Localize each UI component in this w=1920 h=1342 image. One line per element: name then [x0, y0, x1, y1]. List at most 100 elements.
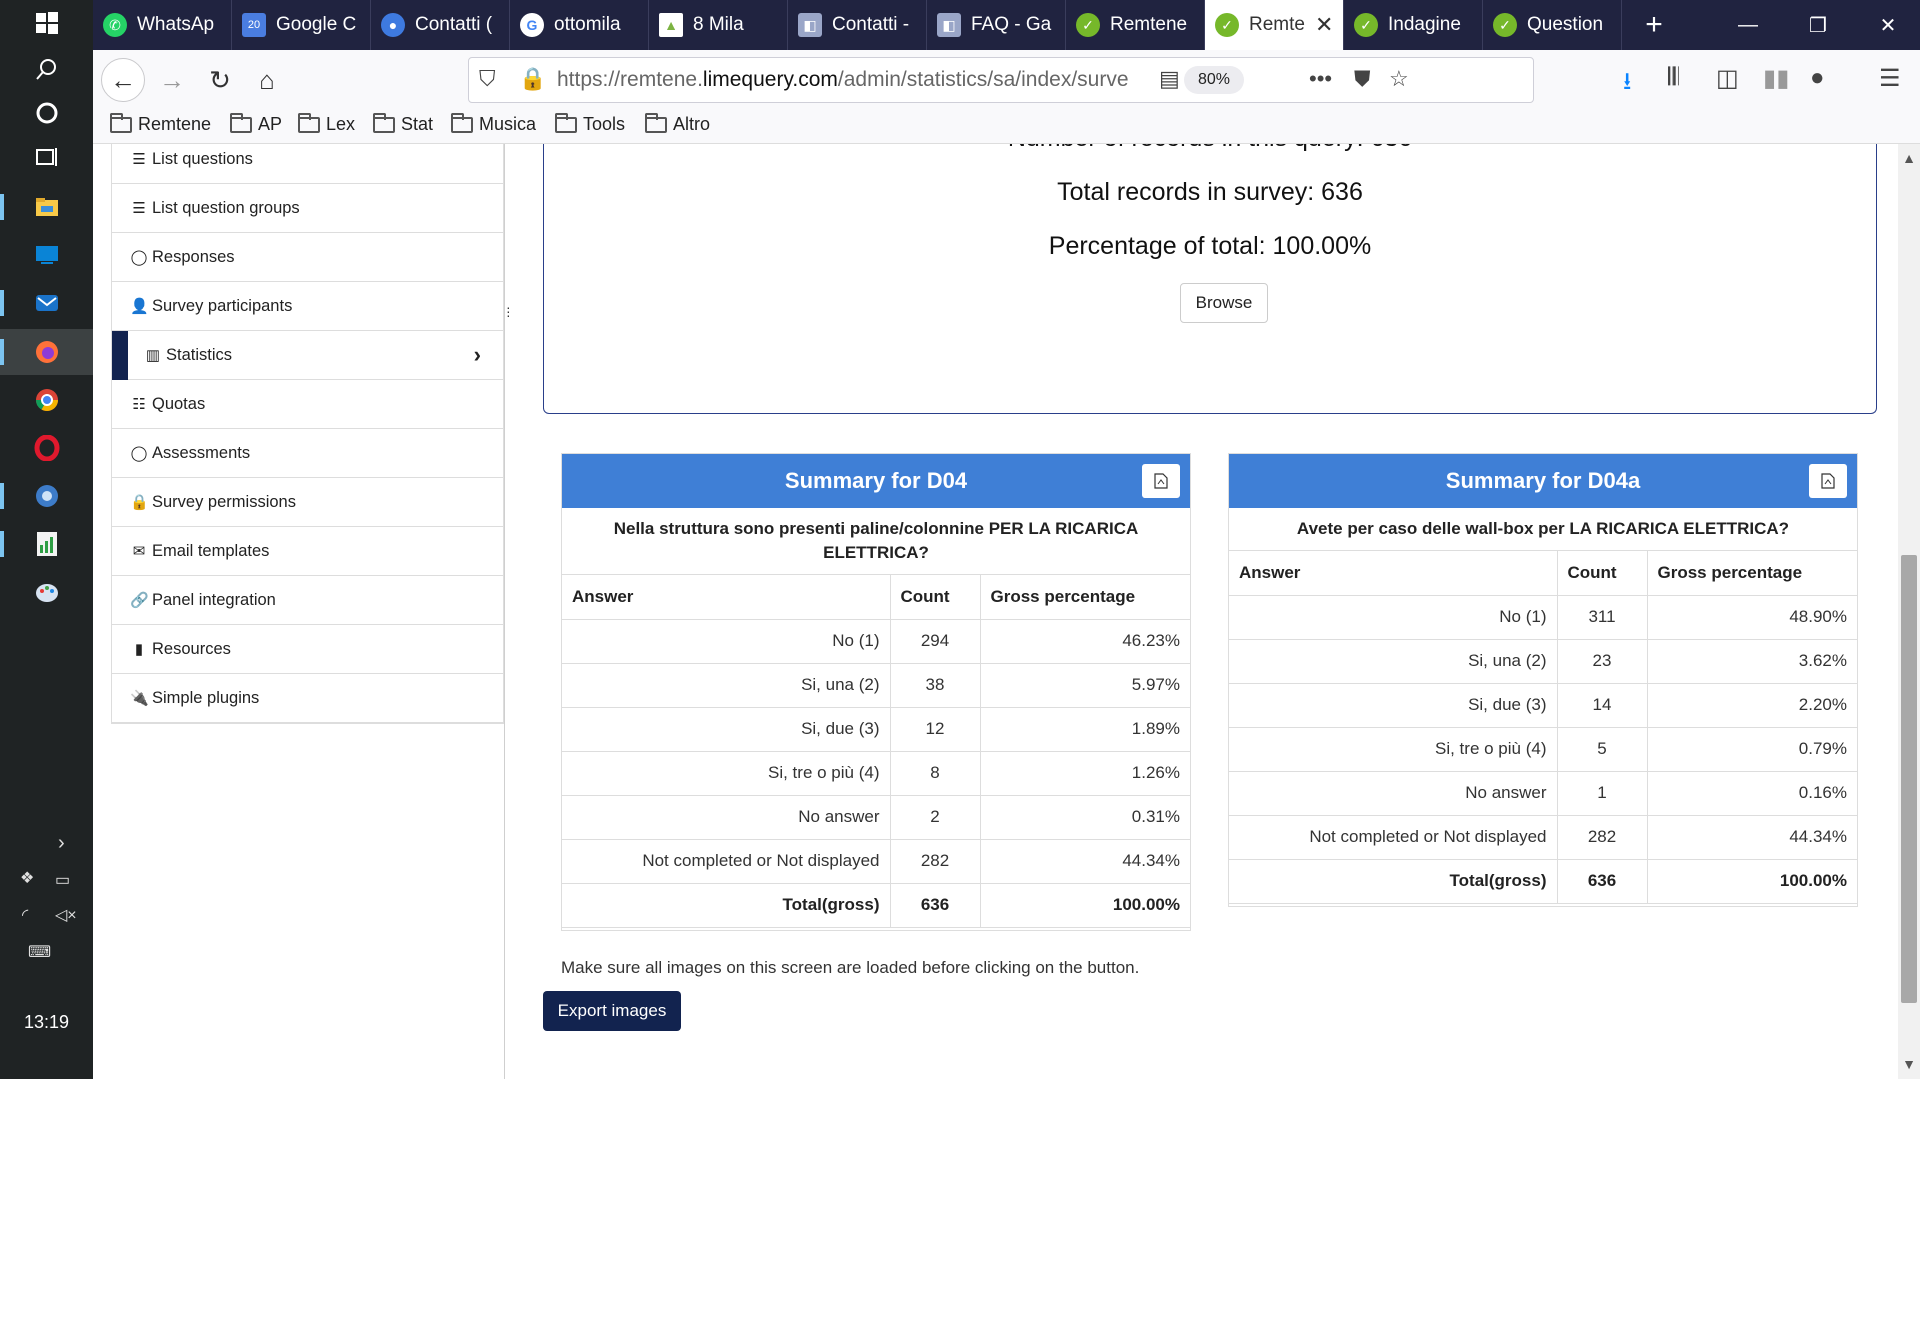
- tab-google-calendar[interactable]: 20 Google C: [232, 0, 371, 50]
- tab-contatti-2[interactable]: ◧ Contatti -: [788, 0, 927, 50]
- url-domain: limequery.com: [702, 68, 838, 91]
- reload-icon[interactable]: ↻: [209, 64, 231, 95]
- library-icon[interactable]: 𝄃𝄃: [1668, 64, 1679, 91]
- column-header-answer[interactable]: Answer: [562, 575, 891, 620]
- search-icon[interactable]: [0, 46, 93, 92]
- bookmark-ap[interactable]: AP: [230, 112, 282, 135]
- paint-icon[interactable]: [0, 569, 93, 615]
- sidebar-item-quotas[interactable]: ☷ Quotas: [112, 380, 503, 429]
- sidebar-item-survey-participants[interactable]: 👤 Survey participants: [112, 282, 503, 331]
- sidebar-item-email-templates[interactable]: ✉ Email templates: [112, 527, 503, 576]
- chrome-icon[interactable]: [0, 377, 93, 423]
- dropbox-icon[interactable]: ❖: [20, 870, 35, 887]
- opera-icon[interactable]: [0, 425, 93, 471]
- bar-chart-icon: ▥: [145, 347, 161, 364]
- windows-start-icon[interactable]: [0, 0, 93, 46]
- export-images-button[interactable]: Export images: [543, 991, 681, 1031]
- page-actions-icon[interactable]: •••: [1309, 66, 1333, 91]
- tab-remtene[interactable]: ✓ Remtene: [1066, 0, 1205, 50]
- sidebar-item-responses[interactable]: ◯ Responses: [112, 233, 503, 282]
- bookmark-star-icon[interactable]: ☆: [1389, 66, 1409, 91]
- keyboard-icon[interactable]: ⌨: [28, 944, 52, 961]
- tab-question[interactable]: ✓ Question: [1483, 0, 1622, 50]
- spreadsheet-icon[interactable]: [0, 521, 93, 567]
- sidebar-item-list-questions[interactable]: ☰ List questions: [112, 144, 503, 184]
- firefox-icon[interactable]: [0, 329, 93, 375]
- app-icon[interactable]: [0, 473, 93, 519]
- mail-icon[interactable]: [0, 280, 93, 326]
- bookmark-stat[interactable]: Stat: [373, 112, 433, 135]
- reader-view-icon[interactable]: ▤: [1159, 66, 1180, 91]
- summary-header: Summary for D04a: [1229, 454, 1857, 508]
- pocket-icon[interactable]: ⛊: [1354, 66, 1371, 91]
- bookmark-tools[interactable]: Tools: [555, 112, 625, 135]
- taskbar-clock[interactable]: 13:19: [23, 1012, 70, 1032]
- battery-icon[interactable]: ▭: [55, 872, 71, 889]
- tab-remtene-active[interactable]: ✓ Remte ✕: [1205, 0, 1344, 50]
- url-text[interactable]: https://remtene.limequery.com/admin/stat…: [557, 68, 1147, 92]
- sidebar-item-label: Quotas: [152, 394, 206, 413]
- tab-ottomila[interactable]: G ottomila: [510, 0, 649, 50]
- bookmark-lex[interactable]: Lex: [298, 112, 355, 135]
- sidebar-toggle-icon[interactable]: ◫: [1716, 65, 1739, 92]
- volume-muted-icon[interactable]: ◁×: [55, 907, 77, 924]
- download-icon[interactable]: ⭳: [1623, 68, 1632, 95]
- sidebar-item-survey-permissions[interactable]: 🔒 Survey permissions: [112, 478, 503, 527]
- forward-icon[interactable]: →: [159, 64, 185, 95]
- sidebar-item-label: List question groups: [152, 198, 300, 217]
- sidebar-item-label: Assessments: [152, 443, 251, 462]
- tab-indagine[interactable]: ✓ Indagine: [1344, 0, 1483, 50]
- desktop-icon[interactable]: [0, 232, 93, 278]
- column-header-percentage[interactable]: Gross percentage: [1647, 551, 1857, 596]
- account-icon[interactable]: ●: [1810, 64, 1825, 91]
- restore-icon[interactable]: ❐: [1809, 14, 1827, 37]
- contacts-icon: ●: [381, 13, 405, 37]
- home-icon[interactable]: ⌂: [259, 64, 275, 95]
- sidebar-item-assessments[interactable]: ◯ Assessments: [112, 429, 503, 478]
- extension-icon[interactable]: ▮▮: [1763, 65, 1790, 92]
- zoom-level[interactable]: 80%: [1184, 66, 1244, 94]
- cortana-icon[interactable]: [0, 90, 93, 136]
- scroll-down-icon[interactable]: ▼: [1902, 1056, 1916, 1072]
- tab-whatsapp[interactable]: ✆ WhatsAp: [93, 0, 232, 50]
- chevron-right-icon[interactable]: ›: [58, 832, 65, 854]
- minimize-icon[interactable]: —: [1738, 13, 1758, 36]
- new-tab-icon[interactable]: +: [1645, 8, 1663, 41]
- sidebar-item-resources[interactable]: ▮ Resources: [112, 625, 503, 674]
- lock-icon[interactable]: 🔒: [519, 66, 547, 91]
- tab-faq[interactable]: ◧ FAQ - Ga: [927, 0, 1066, 50]
- page-scrollbar[interactable]: ▲ ▼: [1898, 144, 1920, 1079]
- sidebar-divider[interactable]: [504, 144, 505, 1079]
- url-bar[interactable]: ⛉ 🔒 https://remtene.limequery.com/admin/…: [468, 57, 1534, 103]
- menu-icon[interactable]: ☰: [1879, 65, 1901, 92]
- back-icon[interactable]: ←: [101, 58, 145, 102]
- column-header-answer[interactable]: Answer: [1229, 551, 1558, 596]
- sidebar-item-simple-plugins[interactable]: 🔌 Simple plugins: [112, 674, 503, 723]
- tab-8-mila[interactable]: ▲ 8 Mila: [649, 0, 788, 50]
- file-explorer-icon[interactable]: [0, 184, 93, 230]
- sidebar-item-list-question-groups[interactable]: ☰ List question groups: [112, 184, 503, 233]
- task-view-icon[interactable]: [0, 134, 93, 180]
- column-header-count[interactable]: Count: [1557, 551, 1648, 596]
- close-window-icon[interactable]: ✕: [1879, 14, 1897, 37]
- summary-question: Nella struttura sono presenti paline/col…: [562, 508, 1190, 575]
- bookmark-altro[interactable]: Altro: [645, 112, 710, 135]
- column-header-count[interactable]: Count: [890, 575, 981, 620]
- resize-handle-icon[interactable]: · · ·: [506, 299, 511, 323]
- shield-icon[interactable]: ⛉: [479, 66, 496, 91]
- sidebar-item-statistics[interactable]: ▥ Statistics ›: [112, 331, 503, 380]
- total-count-cell: 636: [1557, 859, 1648, 904]
- bookmark-musica[interactable]: Musica: [451, 112, 536, 135]
- wifi-icon[interactable]: ◜: [22, 907, 29, 924]
- scrollbar-thumb[interactable]: [1901, 555, 1917, 1003]
- sidebar-item-panel-integration[interactable]: 🔗 Panel integration: [112, 576, 503, 625]
- link-icon: 🔗: [130, 592, 149, 609]
- pdf-export-icon[interactable]: [1809, 464, 1847, 498]
- browse-button[interactable]: Browse: [1180, 283, 1268, 323]
- tab-contatti[interactable]: ● Contatti (: [371, 0, 510, 50]
- column-header-percentage[interactable]: Gross percentage: [980, 575, 1190, 620]
- bookmark-remtene[interactable]: Remtene: [110, 112, 211, 135]
- close-tab-icon[interactable]: ✕: [1314, 12, 1334, 37]
- scroll-up-icon[interactable]: ▲: [1902, 150, 1916, 166]
- pdf-export-icon[interactable]: [1142, 464, 1180, 498]
